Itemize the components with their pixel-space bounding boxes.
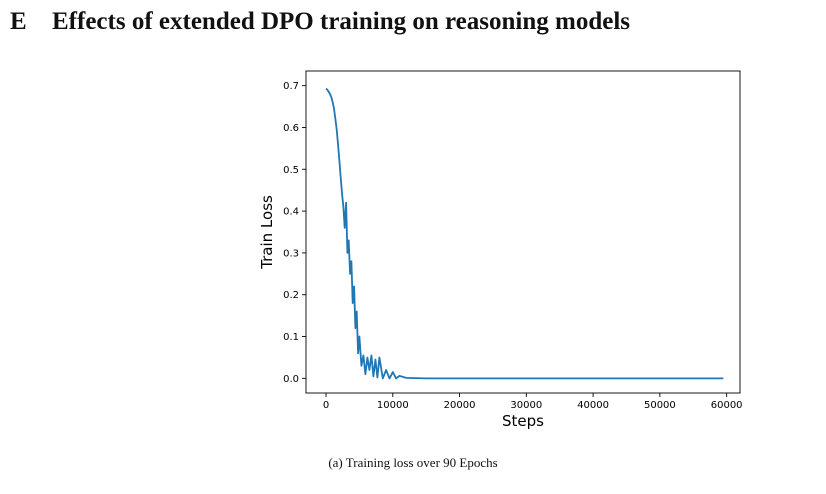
x-axis-label: Steps — [502, 412, 544, 430]
series-line-0 — [325, 87, 724, 380]
y-tick-label: 0.6 — [283, 123, 299, 134]
figure-caption: (a) Training loss over 90 Epochs — [328, 455, 498, 470]
x-tick-label: 30000 — [510, 400, 542, 411]
plot-frame — [305, 70, 741, 394]
section-title: Effects of extended DPO training on reas… — [52, 8, 630, 35]
x-tick-label: 0 — [323, 400, 329, 411]
y-axis-label: Train Loss — [258, 195, 276, 270]
x-tick-label: 60000 — [711, 400, 743, 411]
y-tick-label: 0.4 — [283, 207, 299, 218]
x-tick-label: 50000 — [644, 400, 676, 411]
section-heading: E Effects of extended DPO training on rea… — [10, 8, 630, 36]
y-tick-label: 0.3 — [283, 248, 299, 259]
y-tick-label: 0.7 — [283, 81, 299, 92]
x-tick-label: 20000 — [444, 400, 476, 411]
y-tick-label: 0.2 — [283, 290, 299, 301]
y-tick-label: 0.1 — [283, 332, 299, 343]
y-tick-label: 0.5 — [283, 165, 299, 176]
y-tick-label: 0.0 — [283, 374, 299, 385]
x-tick-label: 10000 — [377, 400, 409, 411]
x-tick-label: 40000 — [577, 400, 609, 411]
section-number: E — [10, 8, 27, 35]
